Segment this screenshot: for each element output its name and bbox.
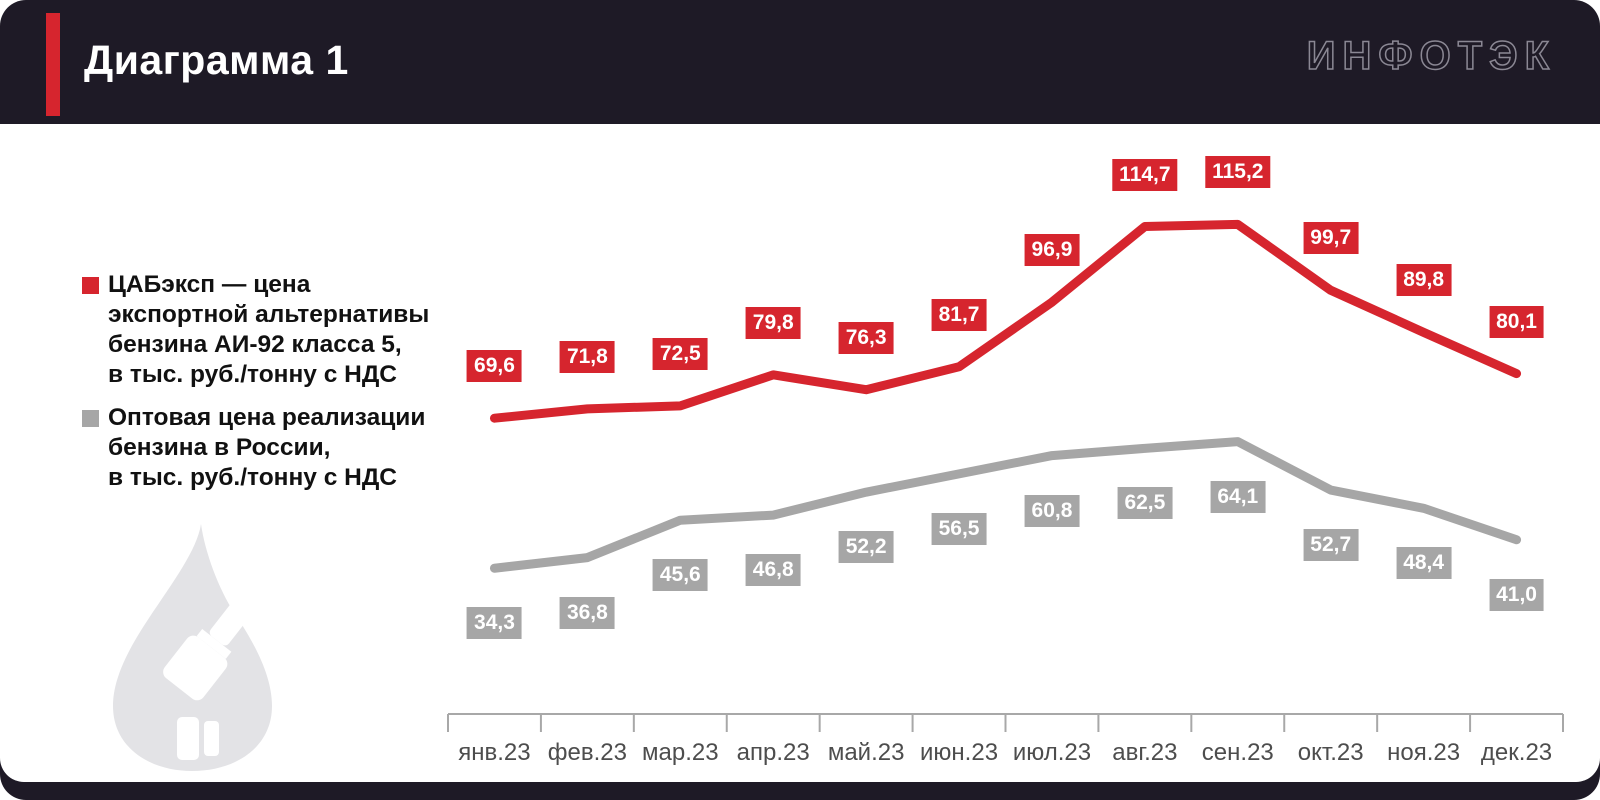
title-accent-bar [46, 13, 60, 116]
data-label: 60,8 [1024, 494, 1080, 527]
fuel-drop-watermark [113, 524, 272, 771]
fuel-nozzle-icon [163, 592, 258, 760]
data-label: 69,6 [467, 350, 522, 383]
data-label: 76,3 [838, 321, 894, 354]
legend-label: ЦАБэксп — цена экспортной альтернативы б… [108, 271, 430, 388]
data-label: 64,1 [1210, 480, 1266, 513]
data-label: 46,8 [745, 554, 801, 587]
x-axis-label: сен.23 [1202, 739, 1274, 766]
page-title: Диаграмма 1 [84, 37, 349, 83]
x-axis-label: мар.23 [642, 739, 719, 766]
legend-item-wholesale-price: Оптовая цена реализации бензина в России… [82, 403, 429, 493]
data-label: 99,7 [1303, 222, 1359, 255]
x-axis-label: июл.23 [1013, 739, 1091, 766]
data-label: 41,0 [1489, 578, 1544, 611]
legend-label: Оптовая цена реализации бензина в России… [108, 404, 426, 491]
x-axis-label: янв.23 [458, 739, 530, 766]
x-axis-label: дек.23 [1481, 739, 1552, 766]
footer-bar [0, 782, 1600, 800]
data-label: 115,2 [1205, 156, 1271, 189]
data-label: 48,4 [1396, 547, 1452, 580]
x-axis-label: авг.23 [1112, 739, 1177, 766]
data-label: 79,8 [745, 306, 801, 339]
data-label: 72,5 [652, 337, 708, 370]
x-axis-label: ноя.23 [1387, 739, 1460, 766]
data-label: 56,5 [931, 512, 987, 545]
data-label: 114,7 [1112, 158, 1178, 191]
data-label: 80,1 [1489, 305, 1544, 338]
data-label: 34,3 [467, 607, 522, 640]
data-label: 52,2 [838, 531, 894, 564]
x-axis-label: май.23 [828, 739, 905, 766]
data-label: 81,7 [931, 298, 987, 331]
data-label: 45,6 [652, 559, 708, 592]
x-axis-label: июн.23 [920, 739, 998, 766]
header: Диаграмма 1 ИНФОТЭК [0, 0, 1600, 124]
data-label-layer: 69,6 71,8 72,5 79,8 76,3 81,7 96,9 114,7 115,2 99… [0, 124, 1600, 782]
data-label: 71,8 [559, 340, 615, 373]
line-chart: янв.23 фев.23 мар.23 апр.23 май.23 июн.23 июл.… [447, 219, 1564, 766]
legend-swatch-gray [82, 410, 99, 427]
legend-swatch-red [82, 277, 99, 294]
x-axis-label: фев.23 [548, 739, 627, 766]
data-label: 36,8 [559, 596, 615, 629]
legend: ЦАБэксп — цена экспортной альтернативы б… [82, 270, 429, 493]
infotek-logo: ИНФОТЭК [1306, 33, 1556, 79]
x-axis-label: апр.23 [737, 739, 810, 766]
legend-item-export-price: ЦАБэксп — цена экспортной альтернативы б… [82, 270, 429, 390]
series-line-1 [489, 437, 1522, 573]
data-label: 89,8 [1396, 264, 1452, 297]
series-line-0 [489, 219, 1522, 423]
data-label: 96,9 [1024, 234, 1080, 267]
data-label: 52,7 [1303, 529, 1359, 562]
x-axis-label: окт.23 [1298, 739, 1364, 766]
chart-panel: янв.23 фев.23 мар.23 апр.23 май.23 июн.23 июл.… [0, 124, 1600, 782]
data-label: 62,5 [1117, 487, 1173, 520]
